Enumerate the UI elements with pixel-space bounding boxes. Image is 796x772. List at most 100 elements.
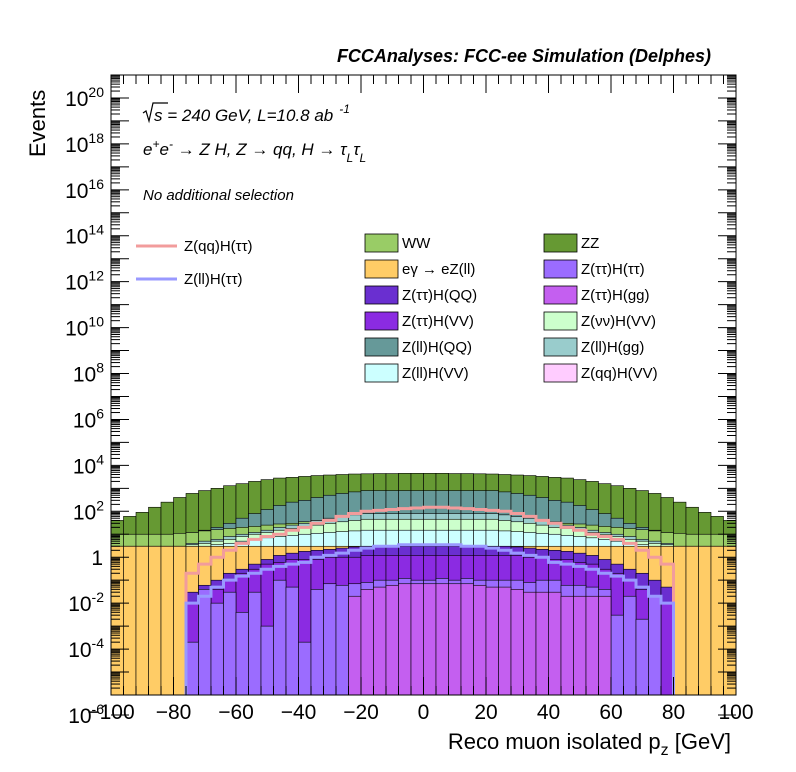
legend: Z(qq)H(ττ) Z(ll)H(ττ) WW eγ → eZ(ll) Z(ττ)H(… <box>136 233 658 383</box>
legend-swatch-z-h-vv <box>543 311 578 331</box>
bar-e-ez-ll-0 <box>111 545 124 695</box>
x-tick-label: 60 <box>599 701 622 724</box>
x-tick-label: 0 <box>418 701 430 724</box>
bar-z-h-gg-37 <box>573 595 587 695</box>
x-tick-label: −60 <box>218 701 254 724</box>
legend-swatch-z-h-vv <box>364 311 399 331</box>
legend-swatch-z-qq-h-vv <box>543 363 578 383</box>
bar-z-h-11 <box>248 591 262 695</box>
y-tick-label: 108 <box>73 360 104 387</box>
legend-label: Z(qq)H(ττ) <box>184 238 253 255</box>
bar-z-h-14 <box>285 586 299 695</box>
bar-z-h-43 <box>648 595 662 695</box>
legend-label: Z(νν)H(VV) <box>581 313 656 330</box>
legend-swatch-z-h-gg <box>543 285 578 305</box>
bar-z-h-8 <box>210 602 224 695</box>
legend-label: ZZ <box>581 235 599 252</box>
bar-z-h-gg-22 <box>385 584 399 695</box>
y-axis-label: Events <box>25 90 50 157</box>
y-tick-label: 104 <box>73 451 104 478</box>
overlay-line-z-qq-h <box>184 505 675 695</box>
legend-label: Z(ττ)H(VV) <box>402 313 474 330</box>
bar-e-ez-ll-46 <box>685 545 699 695</box>
x-tick-label: −100 <box>87 701 134 724</box>
y-tick-label: 102 <box>73 497 104 524</box>
x-tick-label: −80 <box>156 701 192 724</box>
process-annotation: e+e- → Z H, Z → qq, H → τLτL <box>143 137 366 165</box>
y-tick-label: 1010 <box>65 314 104 341</box>
legend-label: Z(ll)H(QQ) <box>402 339 472 356</box>
bar-z-h-gg-20 <box>360 589 374 695</box>
bar-z-h-gg-34 <box>535 591 549 695</box>
bar-z-h-gg-35 <box>548 591 562 695</box>
selection-annotation: No additional selection <box>143 187 294 204</box>
bar-z-h-gg-31 <box>498 586 512 695</box>
stack-layer-z-h-gg <box>348 583 612 695</box>
bar-e-ez-ll-3 <box>148 545 162 695</box>
bar-z-h-gg-33 <box>523 591 537 695</box>
y-tick-label: 10-4 <box>68 635 104 662</box>
bar-z-h-gg-30 <box>485 586 499 695</box>
legend-label: Z(ττ)H(ττ) <box>581 261 645 278</box>
bar-z-h-gg-19 <box>348 595 362 695</box>
svg-text:s = 240 GeV, L=10.8 ab-1: s = 240 GeV, L=10.8 ab -1 <box>154 102 350 125</box>
bar-z-h-gg-38 <box>585 595 599 695</box>
legend-swatch-z-ll-h-vv <box>364 363 399 383</box>
bar-z-h-gg-32 <box>510 589 524 695</box>
y-tick-label: 1020 <box>65 84 104 111</box>
bar-z-h-10 <box>235 611 249 695</box>
bar-z-h-7 <box>198 589 212 695</box>
x-tick-label: 40 <box>537 701 560 724</box>
legend-swatch-zz <box>543 233 578 253</box>
y-tick-label: 1018 <box>65 130 104 157</box>
bar-z-h-gg-29 <box>473 584 487 695</box>
bar-z-h-41 <box>623 595 637 695</box>
bar-z-h-18 <box>335 584 349 695</box>
legend-label: Z(ττ)H(QQ) <box>402 287 477 304</box>
x-tick-label: 100 <box>718 701 753 724</box>
bar-z-h-42 <box>635 618 649 695</box>
legend-swatch-z-h <box>543 259 578 279</box>
bar-e-ez-ll-5 <box>173 545 187 695</box>
y-tick-label: 1012 <box>65 268 104 295</box>
legend-label: Z(ll)H(VV) <box>402 365 469 382</box>
legend-label: Z(ll)H(gg) <box>581 339 644 356</box>
legend-swatch-z-h-qq <box>364 285 399 305</box>
x-tick-label: −40 <box>281 701 317 724</box>
overlay-line-z-ll-h <box>184 543 675 695</box>
y-tick-label: 10-2 <box>68 589 104 616</box>
overlay-histograms <box>184 505 675 695</box>
y-tick-label: 10-6 <box>68 701 104 728</box>
legend-label: Z(ττ)H(gg) <box>581 287 650 304</box>
bar-z-h-16 <box>310 589 324 695</box>
bar-e-ez-ll-48 <box>710 545 724 695</box>
bar-z-h-gg-36 <box>560 595 574 695</box>
y-axis-ticks: 10-6 10-4 10-2 1 102 104 106 108 1010 1012 1014 101… <box>65 74 736 728</box>
legend-swatch-z-ll-h-gg <box>543 337 578 357</box>
x-tick-label: 80 <box>662 701 685 724</box>
bar-e-ez-ll-2 <box>135 545 149 695</box>
bar-e-ez-ll-49 <box>723 545 736 695</box>
legend-label: Z(ll)H(ττ) <box>184 271 243 288</box>
sqrt-icon <box>142 102 168 124</box>
bar-z-h-9 <box>223 591 237 695</box>
bar-z-h-12 <box>260 625 274 695</box>
legend-swatch-ww <box>364 233 399 253</box>
y-tick-label: 106 <box>73 405 104 432</box>
x-axis-ticks: −100 −80 −60 −40 −20 0 20 40 60 80 100 <box>87 75 754 724</box>
bar-z-h-gg-39 <box>598 595 612 695</box>
legend-swatch-z-ll-h-qq <box>364 337 399 357</box>
bar-e-ez-ll-45 <box>673 545 687 695</box>
legend-swatch-e-ez-ll <box>364 259 399 279</box>
x-tick-label: 20 <box>474 701 497 724</box>
energy-annotation: s = 240 GeV, L=10.8 ab -1 <box>142 102 350 125</box>
x-tick-label: −20 <box>343 701 379 724</box>
legend-label: eγ → eZ(ll) <box>402 261 475 278</box>
bar-z-h-gg-21 <box>373 586 387 695</box>
y-tick-label: 1016 <box>65 176 104 203</box>
legend-label: WW <box>402 235 431 252</box>
bar-e-ez-ll-47 <box>698 545 712 695</box>
chart-title: FCCAnalyses: FCC-ee Simulation (Delphes) <box>337 46 711 66</box>
bar-e-ez-ll-1 <box>123 545 137 695</box>
